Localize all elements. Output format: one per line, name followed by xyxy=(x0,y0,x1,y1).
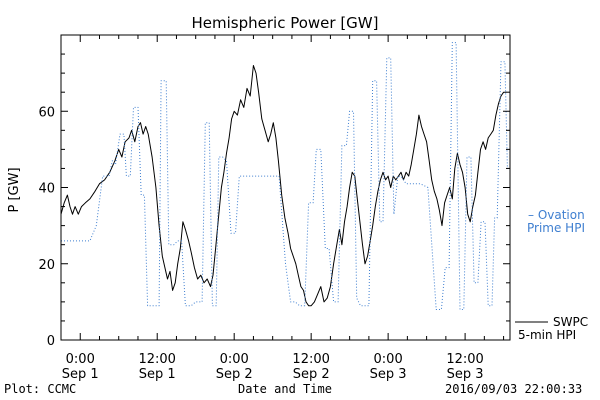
series-line-swpc xyxy=(60,65,507,307)
y-tick-label: 60 xyxy=(38,105,55,120)
legend-swpc-name-line1: SWPC xyxy=(553,315,588,329)
plot-timestamp: 2016/09/03 22:00:33 xyxy=(445,382,583,396)
legend: – Ovation Prime HPI SWPC 5-min HPI xyxy=(515,208,588,342)
x-tick-day-label: Sep 2 xyxy=(216,367,253,382)
x-tick-day-label: Sep 1 xyxy=(139,367,176,382)
x-tick-day-label: Sep 1 xyxy=(62,367,99,382)
x-tick-day-label: Sep 3 xyxy=(447,367,484,382)
chart-title: Hemispheric Power [GW] xyxy=(192,14,379,32)
x-tick-time-label: 0:00 xyxy=(66,352,95,367)
y-axis-label: P [GW] xyxy=(7,167,22,212)
y-tick-label: 20 xyxy=(38,258,55,273)
legend-ovation-name-line1: Ovation xyxy=(538,208,585,222)
x-tick-time-label: 0:00 xyxy=(220,352,249,367)
plot-frame xyxy=(60,34,511,341)
y-tick-label: 40 xyxy=(38,182,55,197)
legend-swpc-name-line2: 5-min HPI xyxy=(518,328,576,342)
series-layer xyxy=(60,34,511,310)
plot-source-label: Plot: CCMC xyxy=(4,382,77,396)
x-tick-time-label: 12:00 xyxy=(292,352,329,367)
legend-ovation-label: – Ovation xyxy=(528,208,585,222)
legend-ovation-name-line2: Prime HPI xyxy=(527,221,585,235)
series-line-ovation xyxy=(61,34,511,310)
x-tick-day-label: Sep 2 xyxy=(293,367,330,382)
legend-ovation-dash: – xyxy=(528,208,538,222)
y-tick-label: 0 xyxy=(47,334,55,349)
x-tick-day-label: Sep 3 xyxy=(370,367,407,382)
x-tick-time-label: 0:00 xyxy=(374,352,403,367)
x-tick-time-label: 12:00 xyxy=(446,352,483,367)
x-axis-label: Date and Time xyxy=(238,382,332,396)
x-tick-time-label: 12:00 xyxy=(138,352,175,367)
